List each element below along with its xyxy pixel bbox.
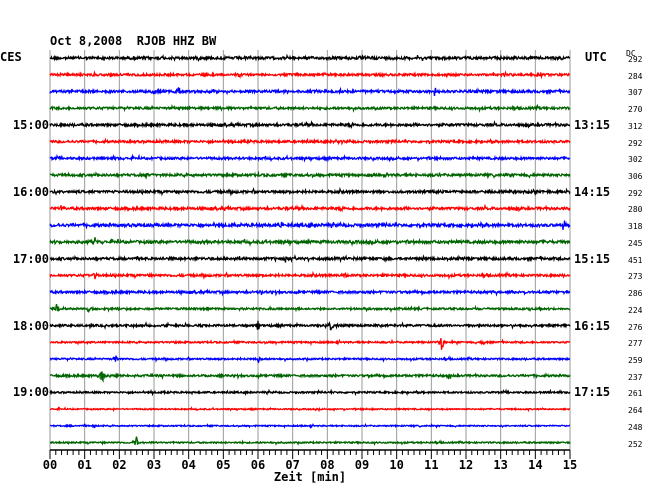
x-tick-label-06: 06 <box>250 458 266 472</box>
dc-offset-label: 451 <box>628 255 643 265</box>
right-time-label: 14:15 <box>574 184 611 199</box>
right-time-label: 15:15 <box>574 251 611 266</box>
x-tick-label-15: 15 <box>562 458 578 472</box>
x-tick-label-01: 01 <box>77 458 92 472</box>
dc-offset-label: 277 <box>628 339 643 349</box>
dc-offset-label: 292 <box>628 188 643 198</box>
dc-offset-label: 292 <box>628 55 643 64</box>
trace-0 <box>49 53 571 63</box>
plot-title: Oct 8,2008 RJOB HHZ BW <box>50 34 216 48</box>
grid-lines <box>49 50 571 450</box>
trace-22 <box>49 422 571 429</box>
trace-9 <box>49 203 571 213</box>
left-timezone-label: CES <box>0 50 22 64</box>
trace-6 <box>49 153 571 163</box>
trace-1 <box>49 70 571 80</box>
dc-offset-label: 245 <box>628 238 643 248</box>
trace-4 <box>49 120 571 130</box>
trace-8 <box>49 186 571 197</box>
dc-offset-label: 302 <box>628 155 643 165</box>
x-tick-label-02: 02 <box>112 458 127 472</box>
x-tick-label-08: 08 <box>320 458 335 472</box>
trace-20 <box>49 388 571 397</box>
trace-3 <box>49 103 571 113</box>
right-time-label: 13:15 <box>574 117 611 132</box>
x-tick-label-07: 07 <box>285 458 300 472</box>
dc-offset-label: 292 <box>628 138 643 148</box>
x-tick-label-04: 04 <box>181 458 196 472</box>
dc-heading: DC <box>626 49 636 58</box>
trace-16 <box>49 320 571 331</box>
dc-offset-label: 280 <box>628 205 643 215</box>
trace-11 <box>49 237 571 247</box>
x-tick-label-14: 14 <box>528 458 543 472</box>
trace-10 <box>49 220 571 230</box>
left-time-label: 19:00 <box>12 385 49 400</box>
dc-offset-label: 276 <box>628 322 643 332</box>
dc-offset-label: 318 <box>628 222 643 232</box>
x-tick-label-05: 05 <box>216 458 231 472</box>
left-time-label: 16:00 <box>12 184 49 199</box>
right-time-label: 16:15 <box>574 318 611 333</box>
trace-19 <box>49 371 571 384</box>
dc-offset-label: 306 <box>628 172 643 182</box>
x-axis <box>49 449 571 459</box>
trace-2 <box>49 86 571 96</box>
left-time-label: 15:00 <box>12 117 49 132</box>
trace-21 <box>50 406 571 413</box>
trace-13 <box>49 270 571 281</box>
trace-17 <box>49 337 571 350</box>
trace-7 <box>49 170 571 180</box>
dc-offset-label: 286 <box>628 289 643 299</box>
dc-offset-label: 307 <box>628 88 643 98</box>
dc-offset-label: 237 <box>628 372 643 382</box>
dc-offset-label: 270 <box>628 105 643 115</box>
x-tick-label-09: 09 <box>354 458 370 472</box>
x-axis-label: Zeit [min] <box>273 470 347 484</box>
left-time-label: 17:00 <box>12 251 49 266</box>
trace-18 <box>49 355 571 364</box>
station-label: RJOB HHZ BW <box>136 34 217 48</box>
x-tick-label-13: 13 <box>493 458 508 472</box>
dc-offset-label: 273 <box>628 272 643 282</box>
trace-5 <box>49 137 571 146</box>
x-tick-label-10: 10 <box>389 458 404 472</box>
x-tick-label-12: 12 <box>458 458 474 472</box>
dc-offset-label: 261 <box>628 389 643 399</box>
date-label: Oct 8,2008 <box>50 34 123 48</box>
dc-offset-label: 264 <box>628 406 643 416</box>
dc-offset-label: 224 <box>628 305 643 315</box>
trace-15 <box>49 303 571 313</box>
trace-23 <box>49 436 571 446</box>
seismogram-traces <box>49 53 571 446</box>
trace-14 <box>49 288 571 297</box>
x-tick-label-11: 11 <box>424 458 439 472</box>
dc-offset-label: 284 <box>628 71 643 81</box>
dc-offset-label: 259 <box>628 355 643 365</box>
right-timezone-label: UTC <box>585 50 607 64</box>
dc-offset-label: 248 <box>628 422 643 432</box>
dc-offset-label: 312 <box>628 121 643 131</box>
right-time-label: 17:15 <box>574 385 611 400</box>
x-tick-label-00: 00 <box>42 458 58 472</box>
trace-12 <box>49 254 571 264</box>
left-time-label: 18:00 <box>12 318 49 333</box>
dc-offset-label: 252 <box>628 439 643 449</box>
x-tick-label-03: 03 <box>146 458 162 472</box>
